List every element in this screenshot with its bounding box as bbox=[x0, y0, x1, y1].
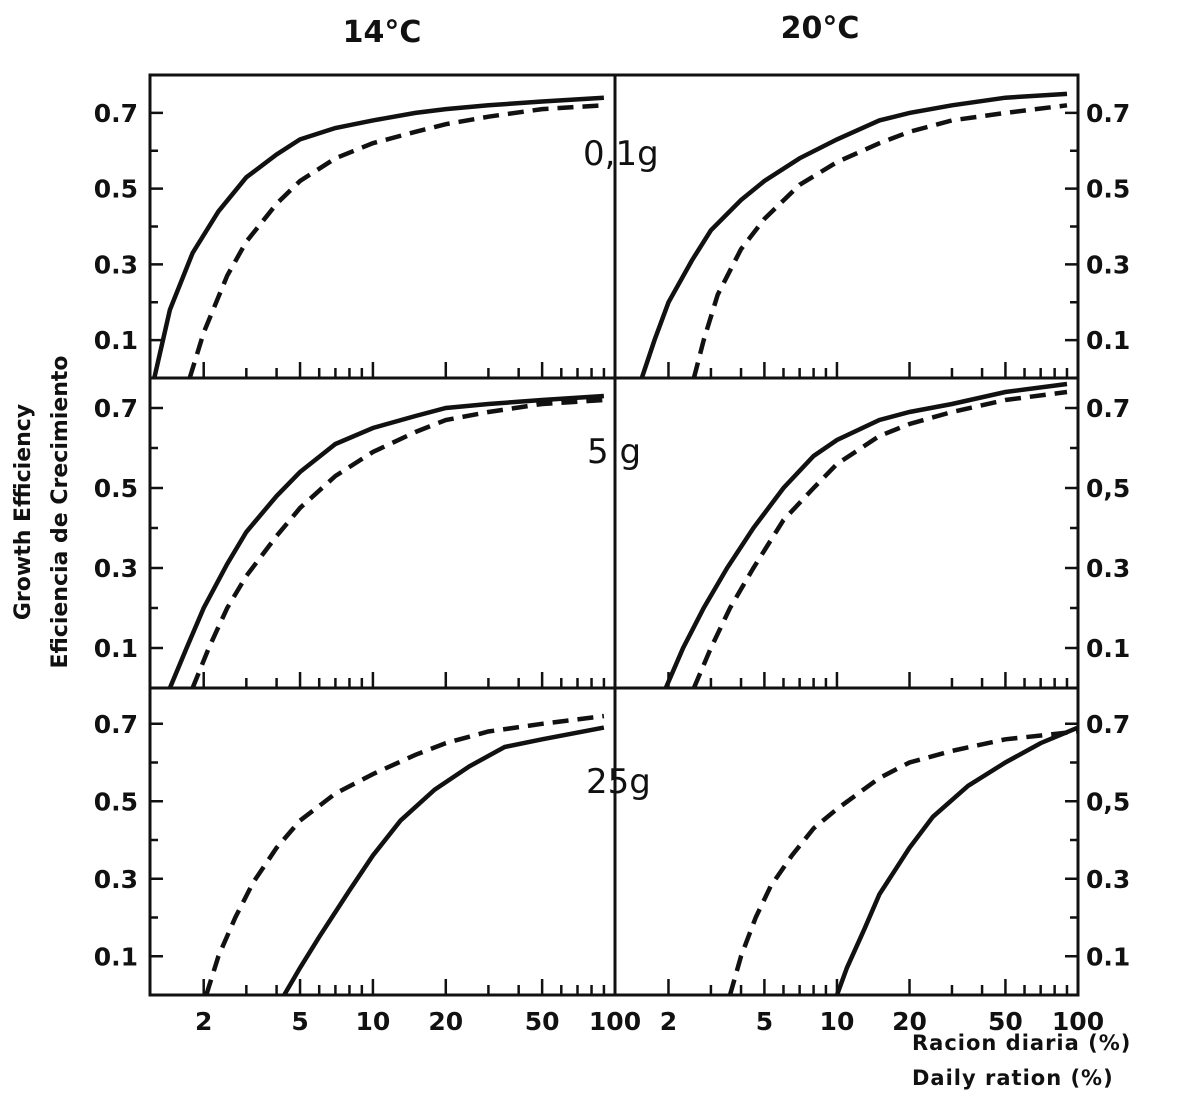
x-tick-label: 5 bbox=[756, 1007, 773, 1036]
series-solid-r2c1 bbox=[834, 725, 1079, 996]
y-tick-label-right: 0.3 bbox=[1086, 554, 1130, 583]
x-tick-label: 5 bbox=[291, 1007, 308, 1036]
series-solid-r1c0 bbox=[167, 393, 605, 689]
series-solid-r0c1 bbox=[639, 91, 1068, 379]
y-tick-label-right: 0.7 bbox=[1086, 99, 1130, 128]
y-tick-label-right: 0.5 bbox=[1086, 175, 1130, 204]
y-tick-label-left: 0.7 bbox=[94, 710, 138, 739]
y-axis-label-english: Growth Efficiency bbox=[11, 404, 36, 620]
x-tick-label: 10 bbox=[356, 1007, 391, 1036]
x-tick-label: 50 bbox=[525, 1007, 560, 1036]
y-tick-label-left: 0.5 bbox=[94, 175, 138, 204]
series-solid-r0c0 bbox=[152, 95, 605, 379]
x-tick-label: 100 bbox=[1052, 1007, 1104, 1036]
x-tick-label: 2 bbox=[195, 1007, 212, 1036]
series-solid-r1c1 bbox=[663, 381, 1068, 689]
y-tick-label-left: 0.1 bbox=[94, 942, 138, 971]
x-tick-label: 50 bbox=[988, 1007, 1023, 1036]
plot-area: 0.1 0.1 0.3 0.3 0.5 0.5 0.7 0.7 0.1 0.1 0.3 0.3 0.5 0… bbox=[94, 73, 1130, 1036]
x-tick-label: 20 bbox=[892, 1007, 927, 1036]
y-tick-label-left: 0.3 bbox=[94, 250, 138, 279]
y-tick-label-left: 0.1 bbox=[94, 326, 138, 355]
y-tick-label-right: 0.1 bbox=[1086, 634, 1130, 663]
y-tick-label-right: 0,5 bbox=[1086, 787, 1130, 816]
y-tick-label-right: 0.3 bbox=[1086, 250, 1130, 279]
x-axis-label-english: Daily ration (%) bbox=[912, 1066, 1114, 1090]
weight-label: 25g bbox=[586, 762, 651, 802]
y-tick-label-right: 0.1 bbox=[1086, 942, 1130, 971]
y-tick-label-right: 0.3 bbox=[1086, 865, 1130, 894]
y-tick-label-left: 0.7 bbox=[94, 99, 138, 128]
y-tick-label-left: 0.5 bbox=[94, 474, 138, 503]
series-dashed-r2c1 bbox=[727, 729, 1079, 996]
x-axis-label-spanish: Racion diaria (%) bbox=[912, 1031, 1131, 1055]
x-tick-label: 2 bbox=[660, 1007, 677, 1036]
y-tick-label-left: 0.3 bbox=[94, 865, 138, 894]
x-tick-label: 10 bbox=[820, 1007, 855, 1036]
x-tick-label: 20 bbox=[428, 1007, 463, 1036]
series-dashed-r0c1 bbox=[691, 103, 1068, 379]
weight-label: 0,1g bbox=[583, 134, 659, 174]
y-tick-label-right: 0.7 bbox=[1086, 394, 1130, 423]
y-axis-label-spanish: Eficiencia de Crecimiento bbox=[48, 355, 73, 668]
y-tick-label-left: 0.7 bbox=[94, 394, 138, 423]
series-dashed-r2c0 bbox=[204, 713, 605, 996]
y-tick-label-right: 0.1 bbox=[1086, 326, 1130, 355]
series-dashed-r0c0 bbox=[187, 103, 605, 379]
y-tick-label-right: 0.7 bbox=[1086, 710, 1130, 739]
series-solid-r2c0 bbox=[282, 725, 605, 997]
y-tick-label-left: 0.3 bbox=[94, 554, 138, 583]
x-tick-label: 100 bbox=[589, 1007, 641, 1036]
column-title-20c: 20°C bbox=[781, 11, 860, 46]
y-tick-label-left: 0.1 bbox=[94, 634, 138, 663]
column-title-14c: 14°C bbox=[343, 15, 422, 50]
series-dashed-r1c0 bbox=[190, 397, 605, 689]
series-dashed-r1c1 bbox=[691, 389, 1068, 689]
y-tick-label-left: 0.5 bbox=[94, 787, 138, 816]
weight-label: 5 g bbox=[587, 432, 641, 472]
y-tick-label-right: 0,5 bbox=[1086, 474, 1130, 503]
